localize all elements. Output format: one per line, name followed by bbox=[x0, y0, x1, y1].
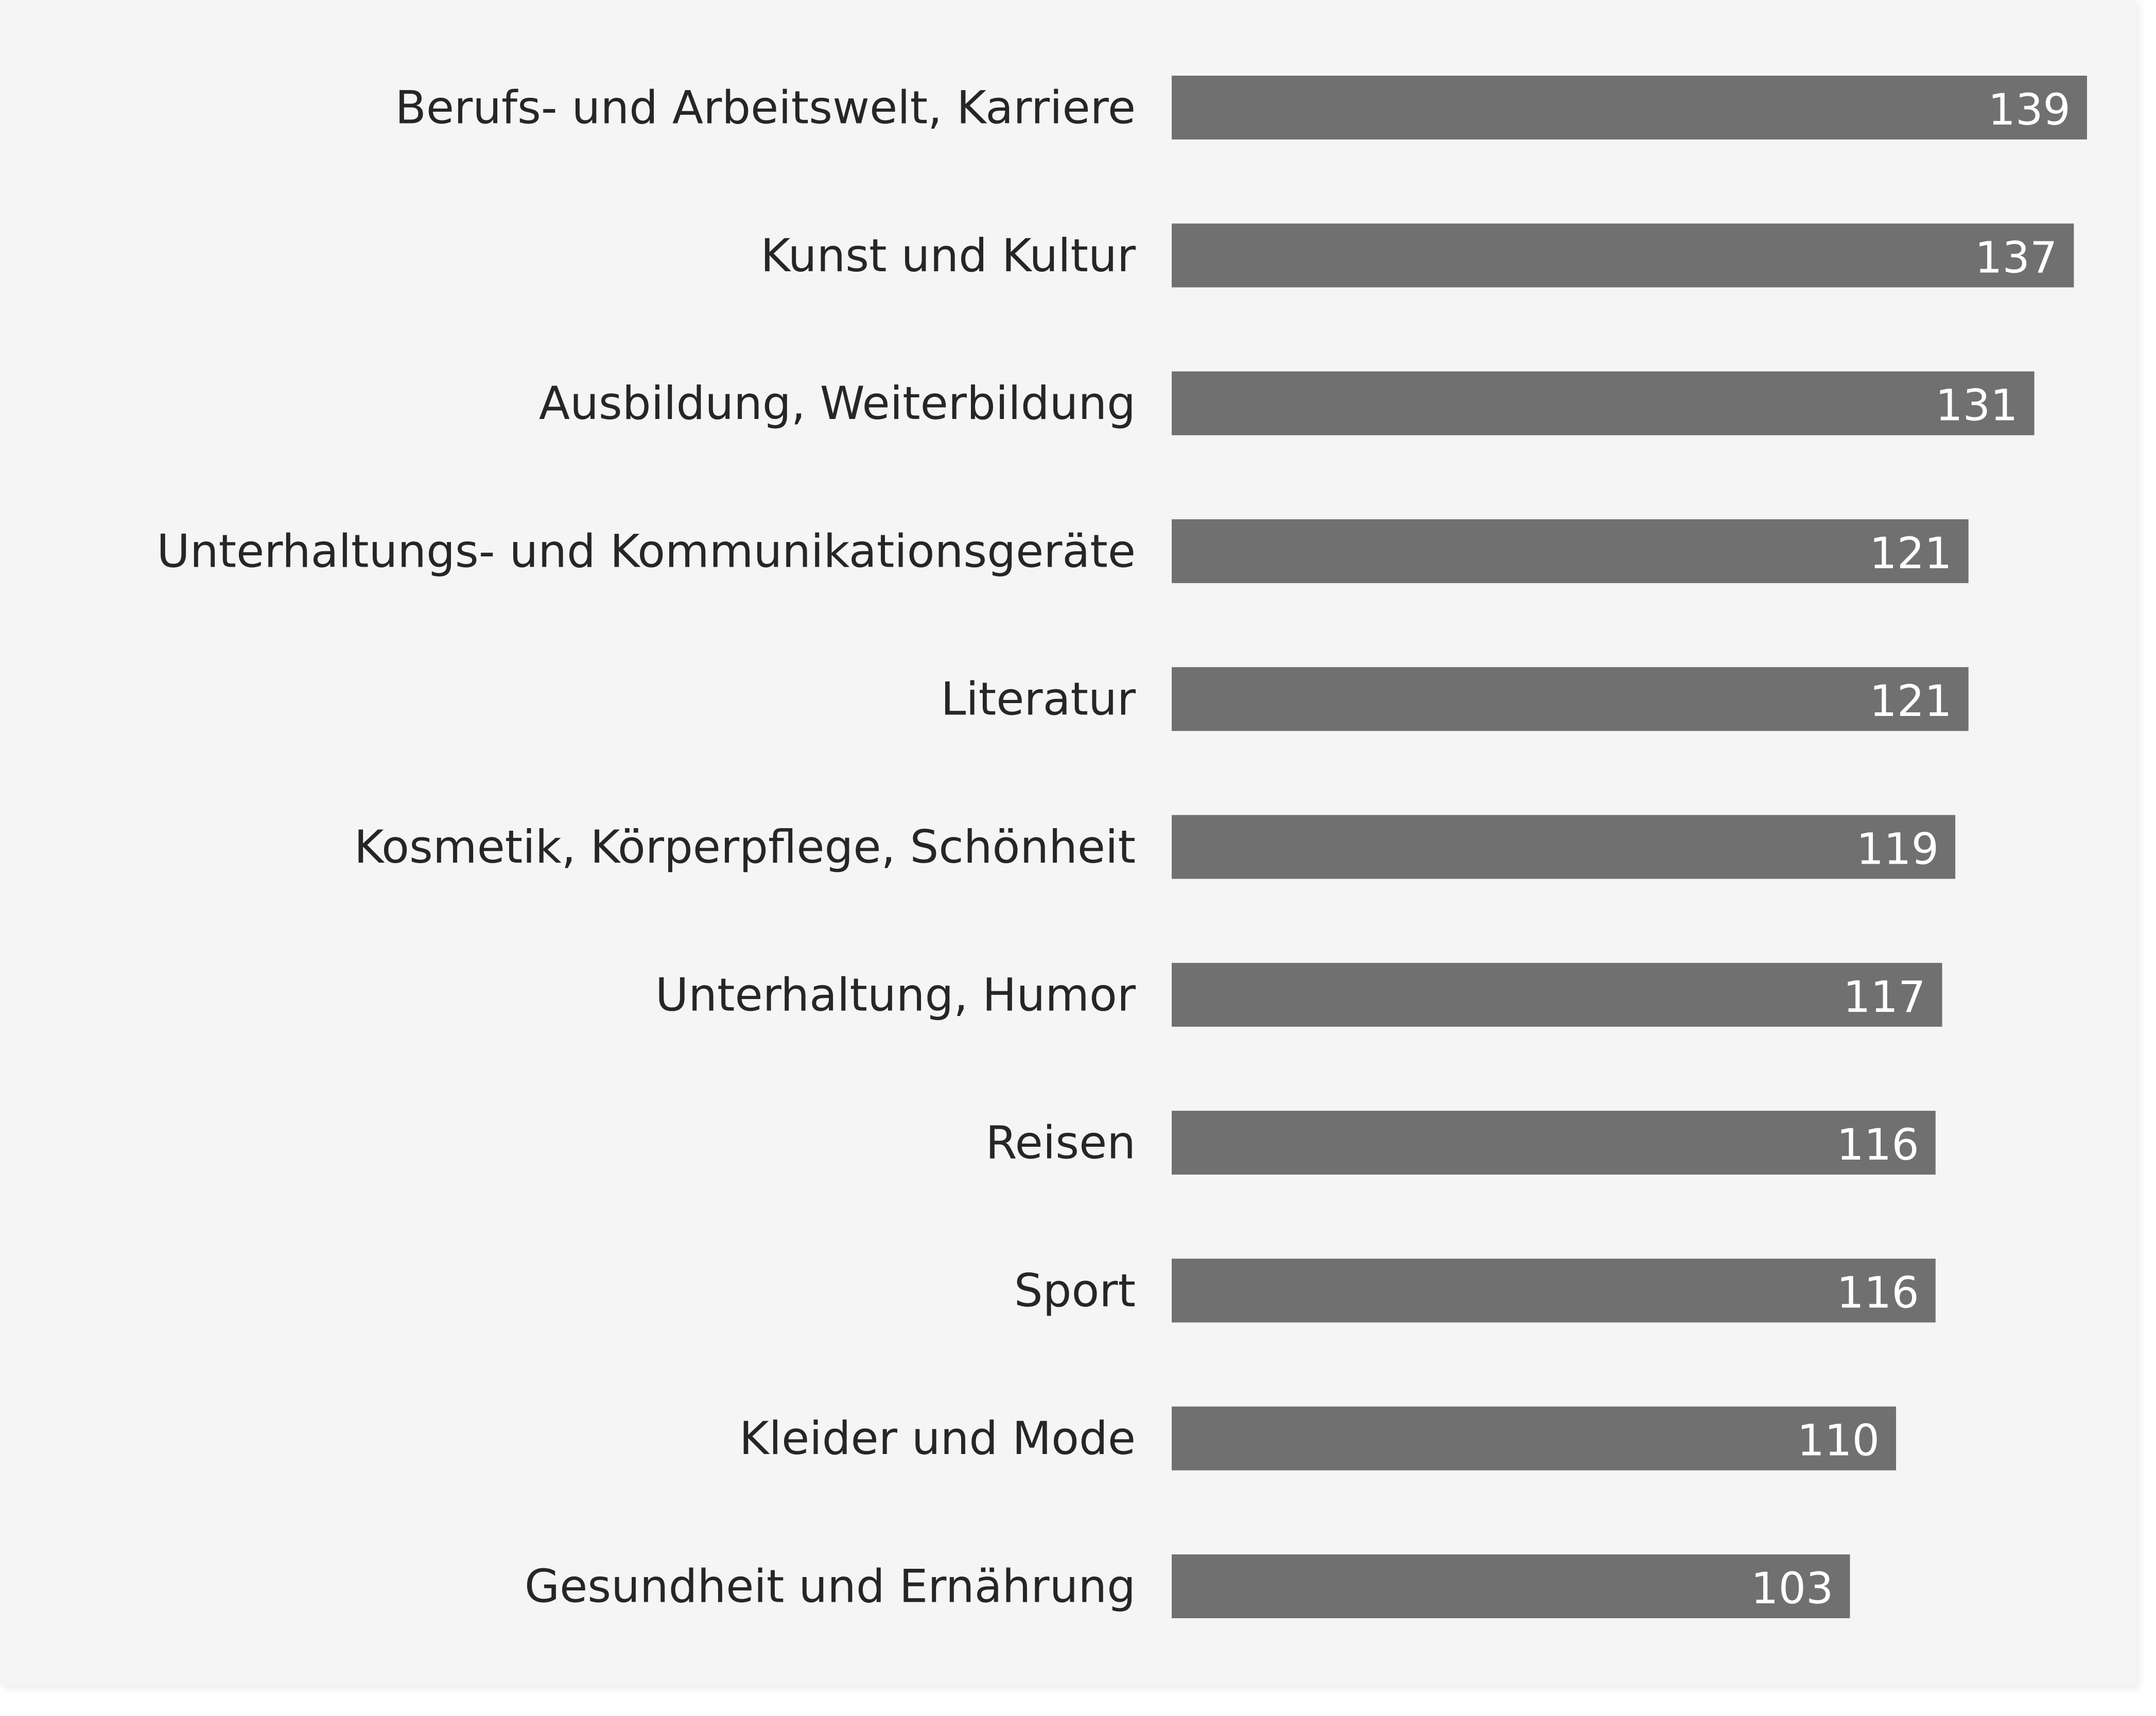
value-label: 110 bbox=[1797, 1415, 1880, 1466]
bar bbox=[1172, 815, 1956, 879]
category-label: Reisen bbox=[985, 1116, 1136, 1169]
value-label: 116 bbox=[1836, 1267, 1919, 1318]
value-label: 103 bbox=[1751, 1563, 1833, 1614]
value-label: 117 bbox=[1843, 972, 1925, 1022]
value-label: 121 bbox=[1869, 676, 1952, 726]
bar bbox=[1172, 962, 1942, 1027]
bar bbox=[1172, 1258, 1936, 1323]
category-label: Literatur bbox=[941, 673, 1136, 726]
category-label: Ausbildung, Weiterbildung bbox=[539, 377, 1136, 430]
value-label: 116 bbox=[1836, 1119, 1919, 1170]
bar bbox=[1172, 223, 2074, 288]
category-label: Berufs- und Arbeitswelt, Karriere bbox=[395, 81, 1136, 134]
value-label: 121 bbox=[1869, 528, 1952, 579]
category-label: Kosmetik, Körperpflege, Schönheit bbox=[354, 820, 1136, 873]
category-label: Unterhaltungs- und Kommunikationsgeräte bbox=[157, 524, 1136, 577]
bar bbox=[1172, 1406, 1897, 1470]
value-label: 131 bbox=[1935, 380, 2018, 431]
category-label: Kunst und Kultur bbox=[760, 229, 1136, 282]
bar bbox=[1172, 76, 2087, 139]
bar bbox=[1172, 371, 2035, 435]
value-label: 119 bbox=[1856, 824, 1939, 874]
category-label: Sport bbox=[1014, 1264, 1136, 1317]
category-label: Unterhaltung, Humor bbox=[655, 968, 1136, 1021]
bar bbox=[1172, 1554, 1850, 1618]
category-label: Kleider und Mode bbox=[739, 1412, 1136, 1465]
bar bbox=[1172, 1111, 1936, 1175]
value-label: 137 bbox=[1975, 232, 2057, 283]
value-label: 139 bbox=[1988, 84, 2071, 135]
bar bbox=[1172, 667, 1969, 731]
category-label: Gesundheit und Ernährung bbox=[525, 1560, 1136, 1613]
bar bbox=[1172, 519, 1969, 583]
